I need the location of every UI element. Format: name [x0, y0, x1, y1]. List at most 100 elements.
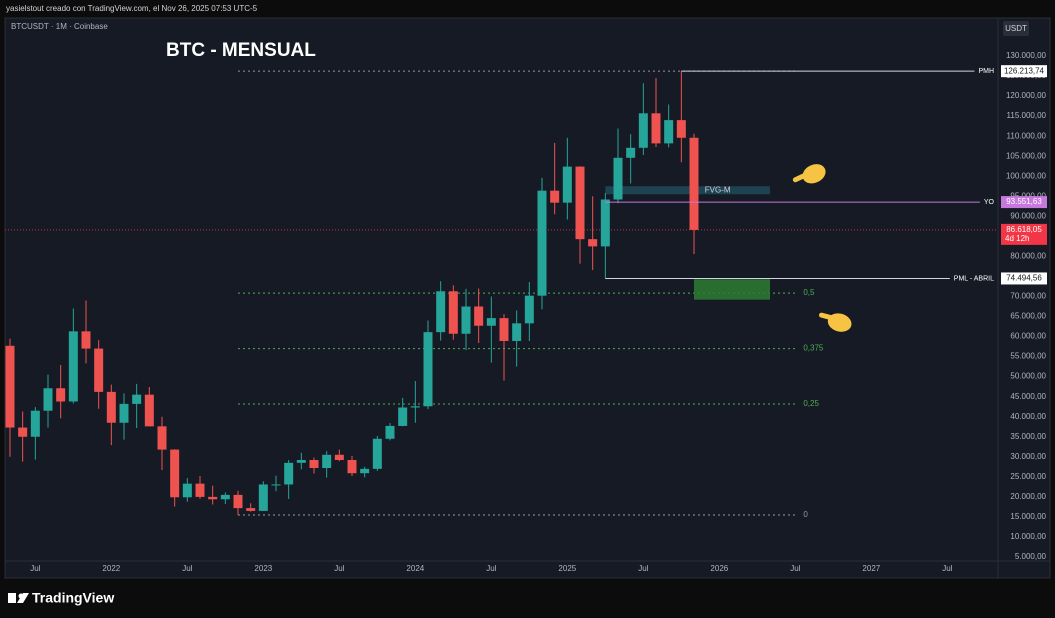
candle-body [385, 425, 395, 439]
candle-body [5, 345, 15, 428]
candle-body [309, 460, 319, 469]
candle-body [157, 426, 167, 450]
candle-body [81, 331, 91, 349]
candle-body [233, 494, 243, 509]
x-tick-label: Jul [486, 564, 496, 573]
candle-body [486, 318, 496, 326]
candle-body [246, 508, 256, 511]
candle-body [461, 306, 471, 334]
x-tick-label: 2022 [102, 564, 120, 573]
candle-body [119, 403, 129, 423]
candle-body [170, 449, 180, 498]
candle-body [43, 388, 53, 411]
candle-body [144, 394, 154, 427]
y-tick-label: 130.000,00 [1006, 51, 1047, 60]
candle-body [575, 166, 585, 240]
candle-body [638, 113, 648, 148]
candle-body [372, 438, 382, 469]
y-tick-label: 5.000,00 [1015, 552, 1047, 561]
y-tick-label: 120.000,00 [1006, 91, 1047, 100]
candle-body [651, 113, 661, 144]
zone [694, 279, 770, 300]
candle-body [284, 462, 294, 485]
candle-body [436, 291, 446, 333]
y-tick-label: 30.000,00 [1010, 452, 1046, 461]
candle-body [537, 190, 547, 296]
candle-body [220, 494, 230, 500]
level-name: YO [984, 199, 995, 206]
candle-body [68, 331, 78, 402]
candle-body [182, 483, 192, 498]
candle-body [56, 388, 66, 402]
x-tick-label: Jul [638, 564, 648, 573]
fib-label: 0,5 [803, 288, 815, 297]
y-tick-label: 95.000,00 [1010, 191, 1046, 200]
last-price-label: 86.618,05 [1006, 225, 1042, 234]
x-tick-label: 2027 [862, 564, 880, 573]
candle-body [18, 427, 28, 437]
candle-body [474, 306, 484, 326]
currency-box [1003, 21, 1029, 36]
plot: 0 0,25 0,375 0,5 FVG-M [5, 70, 998, 519]
x-tick-label: Jul [182, 564, 192, 573]
y-tick-label: 100.000,00 [1006, 171, 1047, 180]
candle-body [258, 484, 268, 511]
level-name: PMH [978, 68, 994, 75]
y-tick-label: 90.000,00 [1010, 211, 1046, 220]
hand-icon [818, 312, 852, 332]
y-tick-label: 60.000,00 [1010, 332, 1046, 341]
candle-body [410, 406, 420, 408]
candle-body [562, 166, 572, 203]
candle-body [132, 394, 142, 404]
header: yasielstout creado con TradingView.com, … [6, 4, 258, 13]
candle-body [106, 391, 116, 423]
candle-body [398, 407, 408, 426]
level-label: 93.551,63 [1006, 197, 1042, 206]
y-tick-label: 50.000,00 [1010, 372, 1046, 381]
x-tick-label: Jul [790, 564, 800, 573]
y-tick-label: 10.000,00 [1010, 532, 1046, 541]
last-price-tag [1001, 223, 1047, 245]
hand-icon [792, 164, 826, 184]
y-tick-label: 70.000,00 [1010, 292, 1046, 301]
candle-body [499, 318, 509, 341]
countdown: 4d 12h [1005, 234, 1029, 243]
brand: TradingView [32, 590, 114, 606]
candle-body [676, 120, 686, 138]
y-tick-label: 45.000,00 [1010, 392, 1046, 401]
x-tick-label: 2023 [254, 564, 272, 573]
candle-body [600, 199, 610, 247]
x-tick-label: Jul [30, 564, 40, 573]
y-tick-label: 35.000,00 [1010, 432, 1046, 441]
level-tag [1001, 196, 1047, 209]
candle-body [30, 410, 40, 437]
candle-body [550, 190, 560, 203]
x-tick-label: 2026 [710, 564, 728, 573]
level-tag [1001, 272, 1047, 285]
candle-body [347, 460, 357, 474]
symbol: BTCUSDT · 1M · Coinbase [11, 22, 108, 31]
x-tick-label: 2024 [406, 564, 424, 573]
y-tick-label: 80.000,00 [1010, 252, 1046, 261]
y-tick-label: 20.000,00 [1010, 492, 1046, 501]
y-tick-label: 55.000,00 [1010, 352, 1046, 361]
candle-body [664, 120, 674, 144]
level-name: PML - ABRIL [954, 275, 994, 282]
currency: USDT [1005, 24, 1027, 33]
candle-body [524, 295, 534, 324]
candle-body [195, 483, 205, 497]
candle-body [322, 454, 332, 469]
candle-body [512, 323, 522, 341]
zone-label: FVG-M [705, 185, 731, 194]
logo [8, 593, 29, 603]
y-tick-label: 110.000,00 [1007, 131, 1047, 140]
level-label: 74.494,56 [1006, 274, 1042, 283]
candle-body [588, 239, 598, 247]
fib-label: 0,375 [803, 344, 824, 353]
y-tick-label: 15.000,00 [1010, 512, 1046, 521]
candle-body [271, 484, 281, 486]
y-tick-label: 40.000,00 [1010, 412, 1046, 421]
candle-body [208, 496, 218, 500]
fib-label: 0 [803, 510, 808, 519]
